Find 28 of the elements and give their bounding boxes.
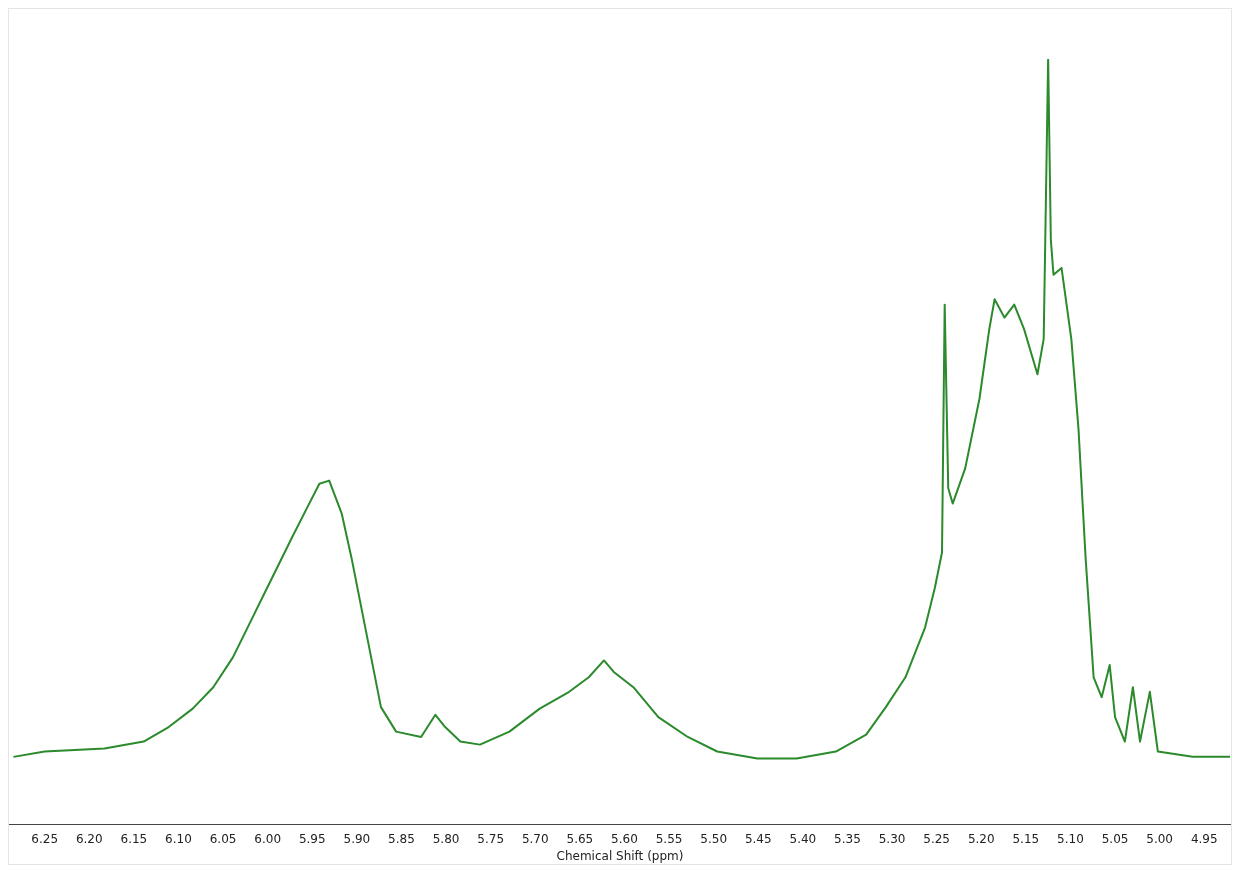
x-tick-label: 4.95: [1190, 831, 1218, 846]
x-tick-label: 5.10: [1057, 831, 1084, 846]
x-tick-label: 5.75: [477, 831, 505, 846]
x-tick-label: 5.15: [1012, 831, 1040, 846]
x-tick-label: 5.30: [878, 831, 906, 846]
x-tick-label: 6.25: [31, 831, 59, 846]
x-tick-label: 6.10: [165, 831, 192, 846]
x-tick-label: 5.00: [1146, 831, 1173, 846]
x-tick-label: 6.00: [254, 831, 282, 846]
x-tick-label: 5.85: [388, 831, 415, 846]
x-tick-label: 6.15: [120, 831, 148, 846]
x-tick-label: 5.45: [744, 831, 772, 846]
x-tick-label: 5.90: [343, 831, 371, 846]
x-tick-label: 5.05: [1101, 831, 1129, 846]
x-tick-label: 5.35: [834, 831, 861, 846]
x-tick-label: 5.70: [521, 831, 549, 846]
x-tick-label: 6.20: [75, 831, 103, 846]
x-tick-label: 5.50: [700, 831, 728, 846]
x-tick-label: 5.95: [298, 831, 326, 846]
x-tick-label: 5.80: [432, 831, 460, 846]
x-tick-label: 5.20: [967, 831, 995, 846]
x-tick-label: 5.55: [655, 831, 683, 846]
x-tick-label: 6.05: [209, 831, 237, 846]
x-tick-label: 5.40: [789, 831, 817, 846]
x-tick-label: 5.60: [611, 831, 638, 846]
x-axis-title: Chemical Shift (ppm): [556, 848, 684, 863]
x-tick-label: 5.25: [923, 831, 951, 846]
x-tick-label: 5.65: [566, 831, 594, 846]
